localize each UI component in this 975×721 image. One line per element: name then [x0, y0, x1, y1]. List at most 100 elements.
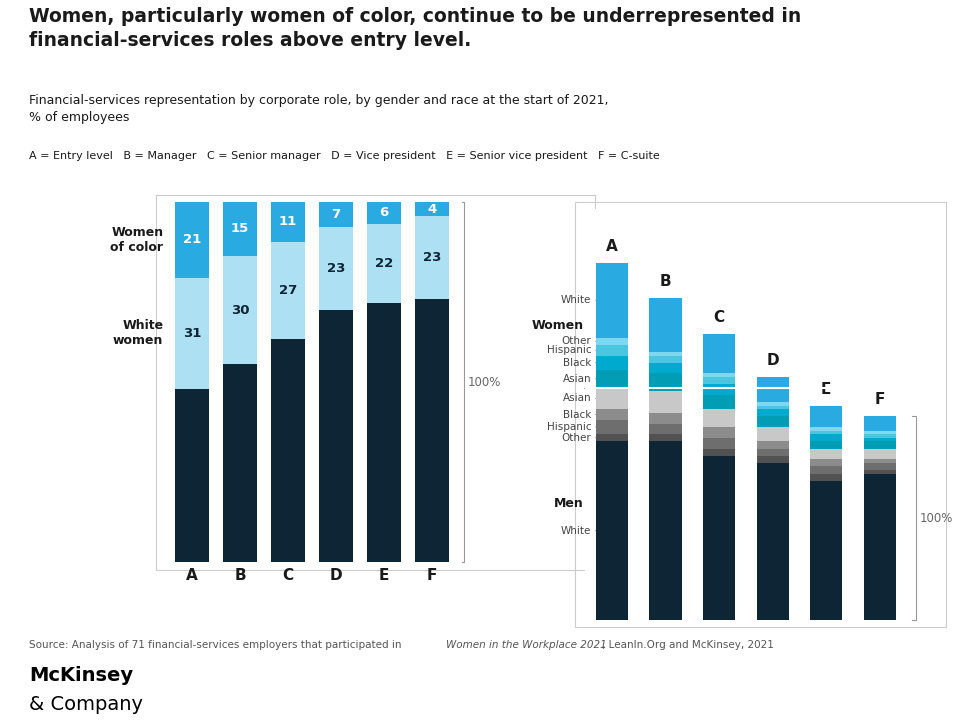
Bar: [175, 389, 210, 562]
Bar: [810, 448, 842, 459]
Bar: [810, 441, 842, 448]
Text: Black: Black: [563, 358, 592, 368]
Bar: [319, 310, 353, 562]
Text: 31: 31: [183, 327, 201, 340]
Bar: [864, 438, 896, 441]
Bar: [864, 448, 896, 459]
Bar: [649, 434, 682, 441]
Bar: [810, 459, 842, 466]
Text: Other: Other: [562, 433, 592, 443]
Text: Women
of color: Women of color: [110, 226, 164, 254]
Bar: [271, 242, 305, 339]
Bar: [810, 466, 842, 474]
Bar: [757, 441, 789, 448]
Text: A = Entry level   B = Manager   C = Senior manager   D = Vice president   E = Se: A = Entry level B = Manager C = Senior m…: [29, 151, 660, 162]
Text: 100%: 100%: [467, 376, 501, 389]
Bar: [649, 352, 682, 355]
Text: Financial-services representation by corporate role, by gender and race at the s: Financial-services representation by cor…: [29, 94, 608, 124]
Text: 6: 6: [379, 206, 389, 219]
Text: 21: 21: [183, 233, 201, 247]
Bar: [757, 448, 789, 456]
Bar: [757, 427, 789, 441]
Text: , LeanIn.Org and McKinsey, 2021: , LeanIn.Org and McKinsey, 2021: [603, 640, 774, 650]
Text: 23: 23: [423, 251, 441, 265]
Text: Hispanic: Hispanic: [547, 345, 592, 355]
Bar: [864, 416, 896, 430]
Bar: [649, 392, 682, 413]
Bar: [319, 202, 353, 227]
Text: White
women: White women: [113, 319, 164, 348]
Bar: [271, 202, 305, 242]
Bar: [757, 456, 789, 463]
Bar: [223, 364, 257, 562]
Text: 23: 23: [327, 262, 345, 275]
Text: F: F: [875, 392, 885, 407]
Text: Black: Black: [563, 410, 592, 420]
Bar: [175, 202, 210, 278]
Bar: [703, 427, 735, 438]
Bar: [596, 441, 628, 620]
Bar: [810, 474, 842, 481]
Bar: [596, 337, 628, 345]
Bar: [703, 377, 735, 384]
Bar: [649, 373, 682, 392]
Bar: [703, 456, 735, 620]
Bar: [649, 413, 682, 423]
Bar: [864, 474, 896, 620]
Bar: [757, 410, 789, 416]
Text: 15: 15: [231, 222, 250, 236]
Bar: [703, 438, 735, 448]
Bar: [649, 363, 682, 373]
Text: Source: Analysis of 71 financial-services employers that participated in: Source: Analysis of 71 financial-service…: [29, 640, 405, 650]
Bar: [864, 463, 896, 470]
Bar: [757, 377, 789, 402]
Bar: [596, 410, 628, 420]
Text: 4: 4: [427, 203, 437, 216]
Bar: [596, 434, 628, 441]
Bar: [864, 434, 896, 438]
Bar: [319, 227, 353, 310]
Text: White: White: [561, 526, 592, 536]
Text: 30: 30: [231, 304, 250, 317]
Bar: [703, 384, 735, 395]
Bar: [596, 420, 628, 434]
Bar: [414, 299, 449, 562]
Bar: [703, 373, 735, 377]
Bar: [596, 388, 628, 410]
Text: Asian: Asian: [563, 394, 592, 404]
Text: Women: Women: [531, 319, 584, 332]
Bar: [649, 423, 682, 434]
Text: 11: 11: [279, 215, 297, 229]
Text: White: White: [561, 295, 592, 305]
Text: 27: 27: [279, 283, 297, 297]
Text: Other: Other: [562, 336, 592, 346]
Bar: [414, 202, 449, 216]
Bar: [596, 345, 628, 355]
Bar: [175, 278, 210, 389]
Bar: [757, 463, 789, 620]
Text: E: E: [821, 381, 832, 397]
Text: A: A: [605, 239, 618, 254]
Text: 7: 7: [332, 208, 340, 221]
Bar: [367, 303, 401, 562]
Text: Asian: Asian: [563, 373, 592, 384]
Bar: [810, 481, 842, 620]
Bar: [649, 441, 682, 620]
Bar: [649, 298, 682, 352]
Text: D: D: [766, 353, 779, 368]
Bar: [864, 470, 896, 474]
Bar: [596, 370, 628, 388]
Text: Hispanic: Hispanic: [547, 422, 592, 432]
Bar: [367, 224, 401, 303]
Bar: [810, 427, 842, 430]
Bar: [757, 406, 789, 410]
Bar: [271, 339, 305, 562]
Bar: [703, 448, 735, 456]
Bar: [414, 216, 449, 299]
Bar: [864, 441, 896, 448]
Text: C: C: [714, 310, 724, 325]
Text: 22: 22: [374, 257, 393, 270]
Bar: [757, 402, 789, 406]
Bar: [596, 355, 628, 370]
Bar: [810, 406, 842, 427]
